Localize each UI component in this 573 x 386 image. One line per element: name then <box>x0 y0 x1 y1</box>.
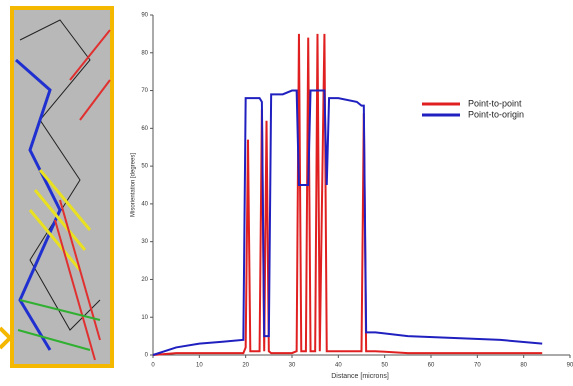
y-tick-label: 10 <box>141 315 148 321</box>
x-tick-label: 80 <box>520 363 527 369</box>
legend-label: Point-to-point <box>468 98 522 108</box>
y-tick-label: 60 <box>141 126 148 132</box>
y-tick-label: 30 <box>141 239 148 245</box>
x-tick-label: 20 <box>242 363 249 369</box>
y-tick-label: 70 <box>141 88 148 94</box>
legend-label: Point-to-origin <box>468 109 524 119</box>
series-line <box>152 89 543 356</box>
x-tick-label: 60 <box>428 363 435 369</box>
x-tick-label: 40 <box>335 363 342 369</box>
y-tick-label: 20 <box>141 277 148 283</box>
x-tick-label: 90 <box>567 363 573 369</box>
y-axis-label: Misorientation [degrees] <box>131 153 137 217</box>
x-tick-label: 0 <box>151 363 155 369</box>
x-tick-label: 30 <box>289 363 296 369</box>
y-tick-label: 0 <box>145 353 149 359</box>
series-line <box>152 33 543 356</box>
micrograph <box>0 6 114 368</box>
y-tick-label: 50 <box>141 164 148 170</box>
x-tick-label: 50 <box>381 363 388 369</box>
y-tick-label: 40 <box>141 201 148 207</box>
x-axis-label: Distance [microns] <box>331 373 389 380</box>
x-tick-label: 10 <box>196 363 203 369</box>
x-tick-label: 70 <box>474 363 481 369</box>
y-tick-label: 90 <box>141 13 148 19</box>
y-tick-label: 80 <box>141 50 148 56</box>
